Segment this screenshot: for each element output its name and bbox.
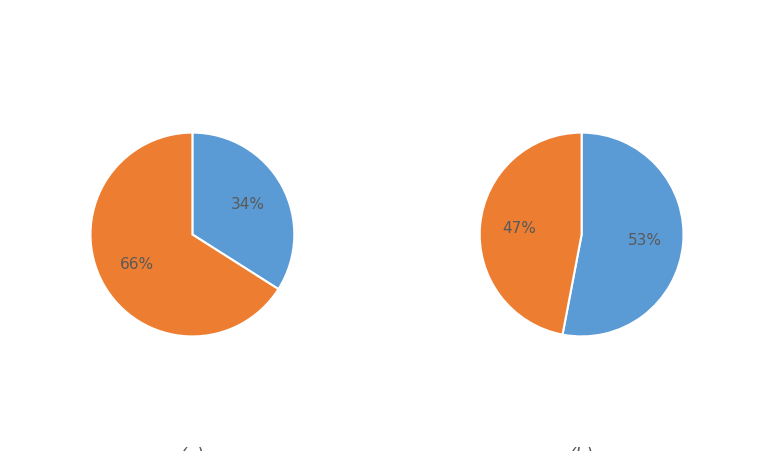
Wedge shape	[193, 133, 294, 289]
Text: 53%: 53%	[628, 233, 662, 248]
Text: 66%: 66%	[120, 258, 154, 272]
Text: (b): (b)	[569, 447, 594, 451]
Wedge shape	[91, 133, 279, 336]
Text: (a): (a)	[180, 447, 205, 451]
Wedge shape	[480, 133, 581, 335]
Text: 47%: 47%	[502, 221, 536, 236]
Wedge shape	[563, 133, 683, 336]
Text: 34%: 34%	[231, 197, 265, 212]
